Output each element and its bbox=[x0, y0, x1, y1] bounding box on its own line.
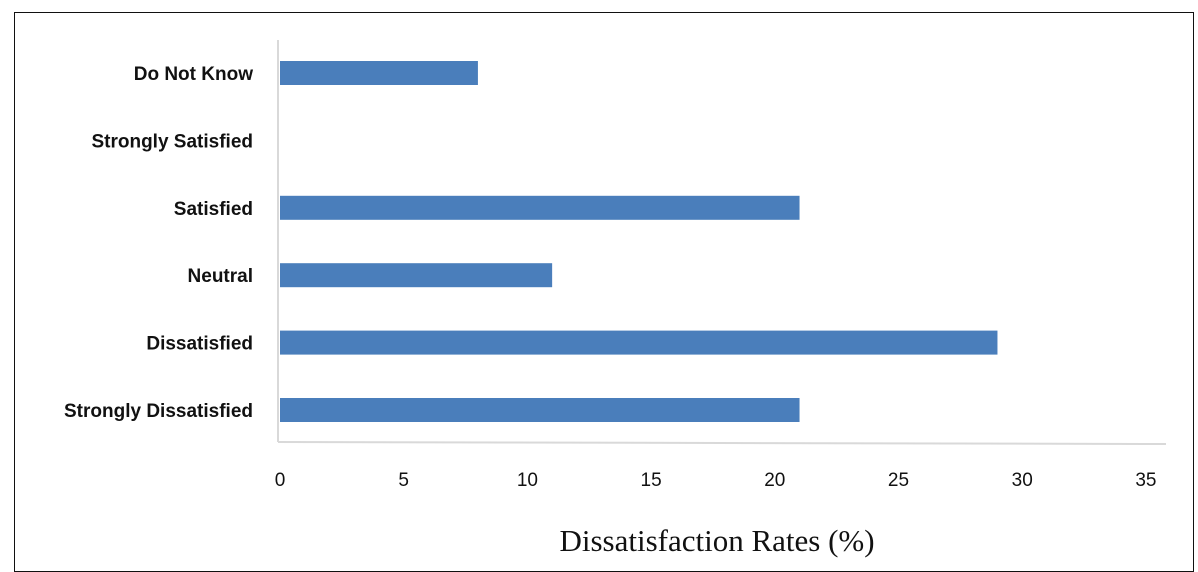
bar-dissatisfied bbox=[280, 330, 998, 355]
x-tick-label-25: 25 bbox=[888, 470, 909, 491]
x-axis-line bbox=[277, 441, 1167, 445]
category-label-strongly-satisfied: Strongly Satisfied bbox=[91, 131, 253, 152]
x-tick-label-30: 30 bbox=[1012, 470, 1033, 491]
category-label-neutral: Neutral bbox=[188, 266, 253, 287]
x-tick-label-35: 35 bbox=[1135, 470, 1156, 491]
category-label-dissatisfied: Dissatisfied bbox=[146, 334, 253, 355]
bar-strongly-dissatisfied bbox=[280, 398, 800, 422]
x-tick-label-20: 20 bbox=[764, 470, 785, 491]
bar-neutral bbox=[280, 263, 553, 288]
bars-group bbox=[280, 61, 998, 422]
bar-satisfied bbox=[280, 195, 800, 220]
x-tick-label-0: 0 bbox=[275, 470, 286, 491]
x-tick-labels: 0 5 10 15 20 25 30 35 bbox=[275, 470, 1157, 491]
chart-frame bbox=[14, 12, 1194, 572]
category-label-strongly-dissatisfied: Strongly Dissatisfied bbox=[64, 401, 253, 422]
x-axis-title: Dissatisfaction Rates (%) bbox=[559, 523, 874, 558]
bar-do-not-know bbox=[280, 61, 478, 85]
x-tick-label-10: 10 bbox=[517, 470, 538, 491]
x-tick-label-5: 5 bbox=[398, 470, 409, 491]
category-label-do-not-know: Do Not Know bbox=[134, 64, 253, 85]
category-label-satisfied: Satisfied bbox=[174, 199, 253, 220]
category-labels: Strongly Dissatisfied Dissatisfied Neutral… bbox=[64, 64, 253, 422]
x-tick-label-15: 15 bbox=[641, 470, 662, 491]
